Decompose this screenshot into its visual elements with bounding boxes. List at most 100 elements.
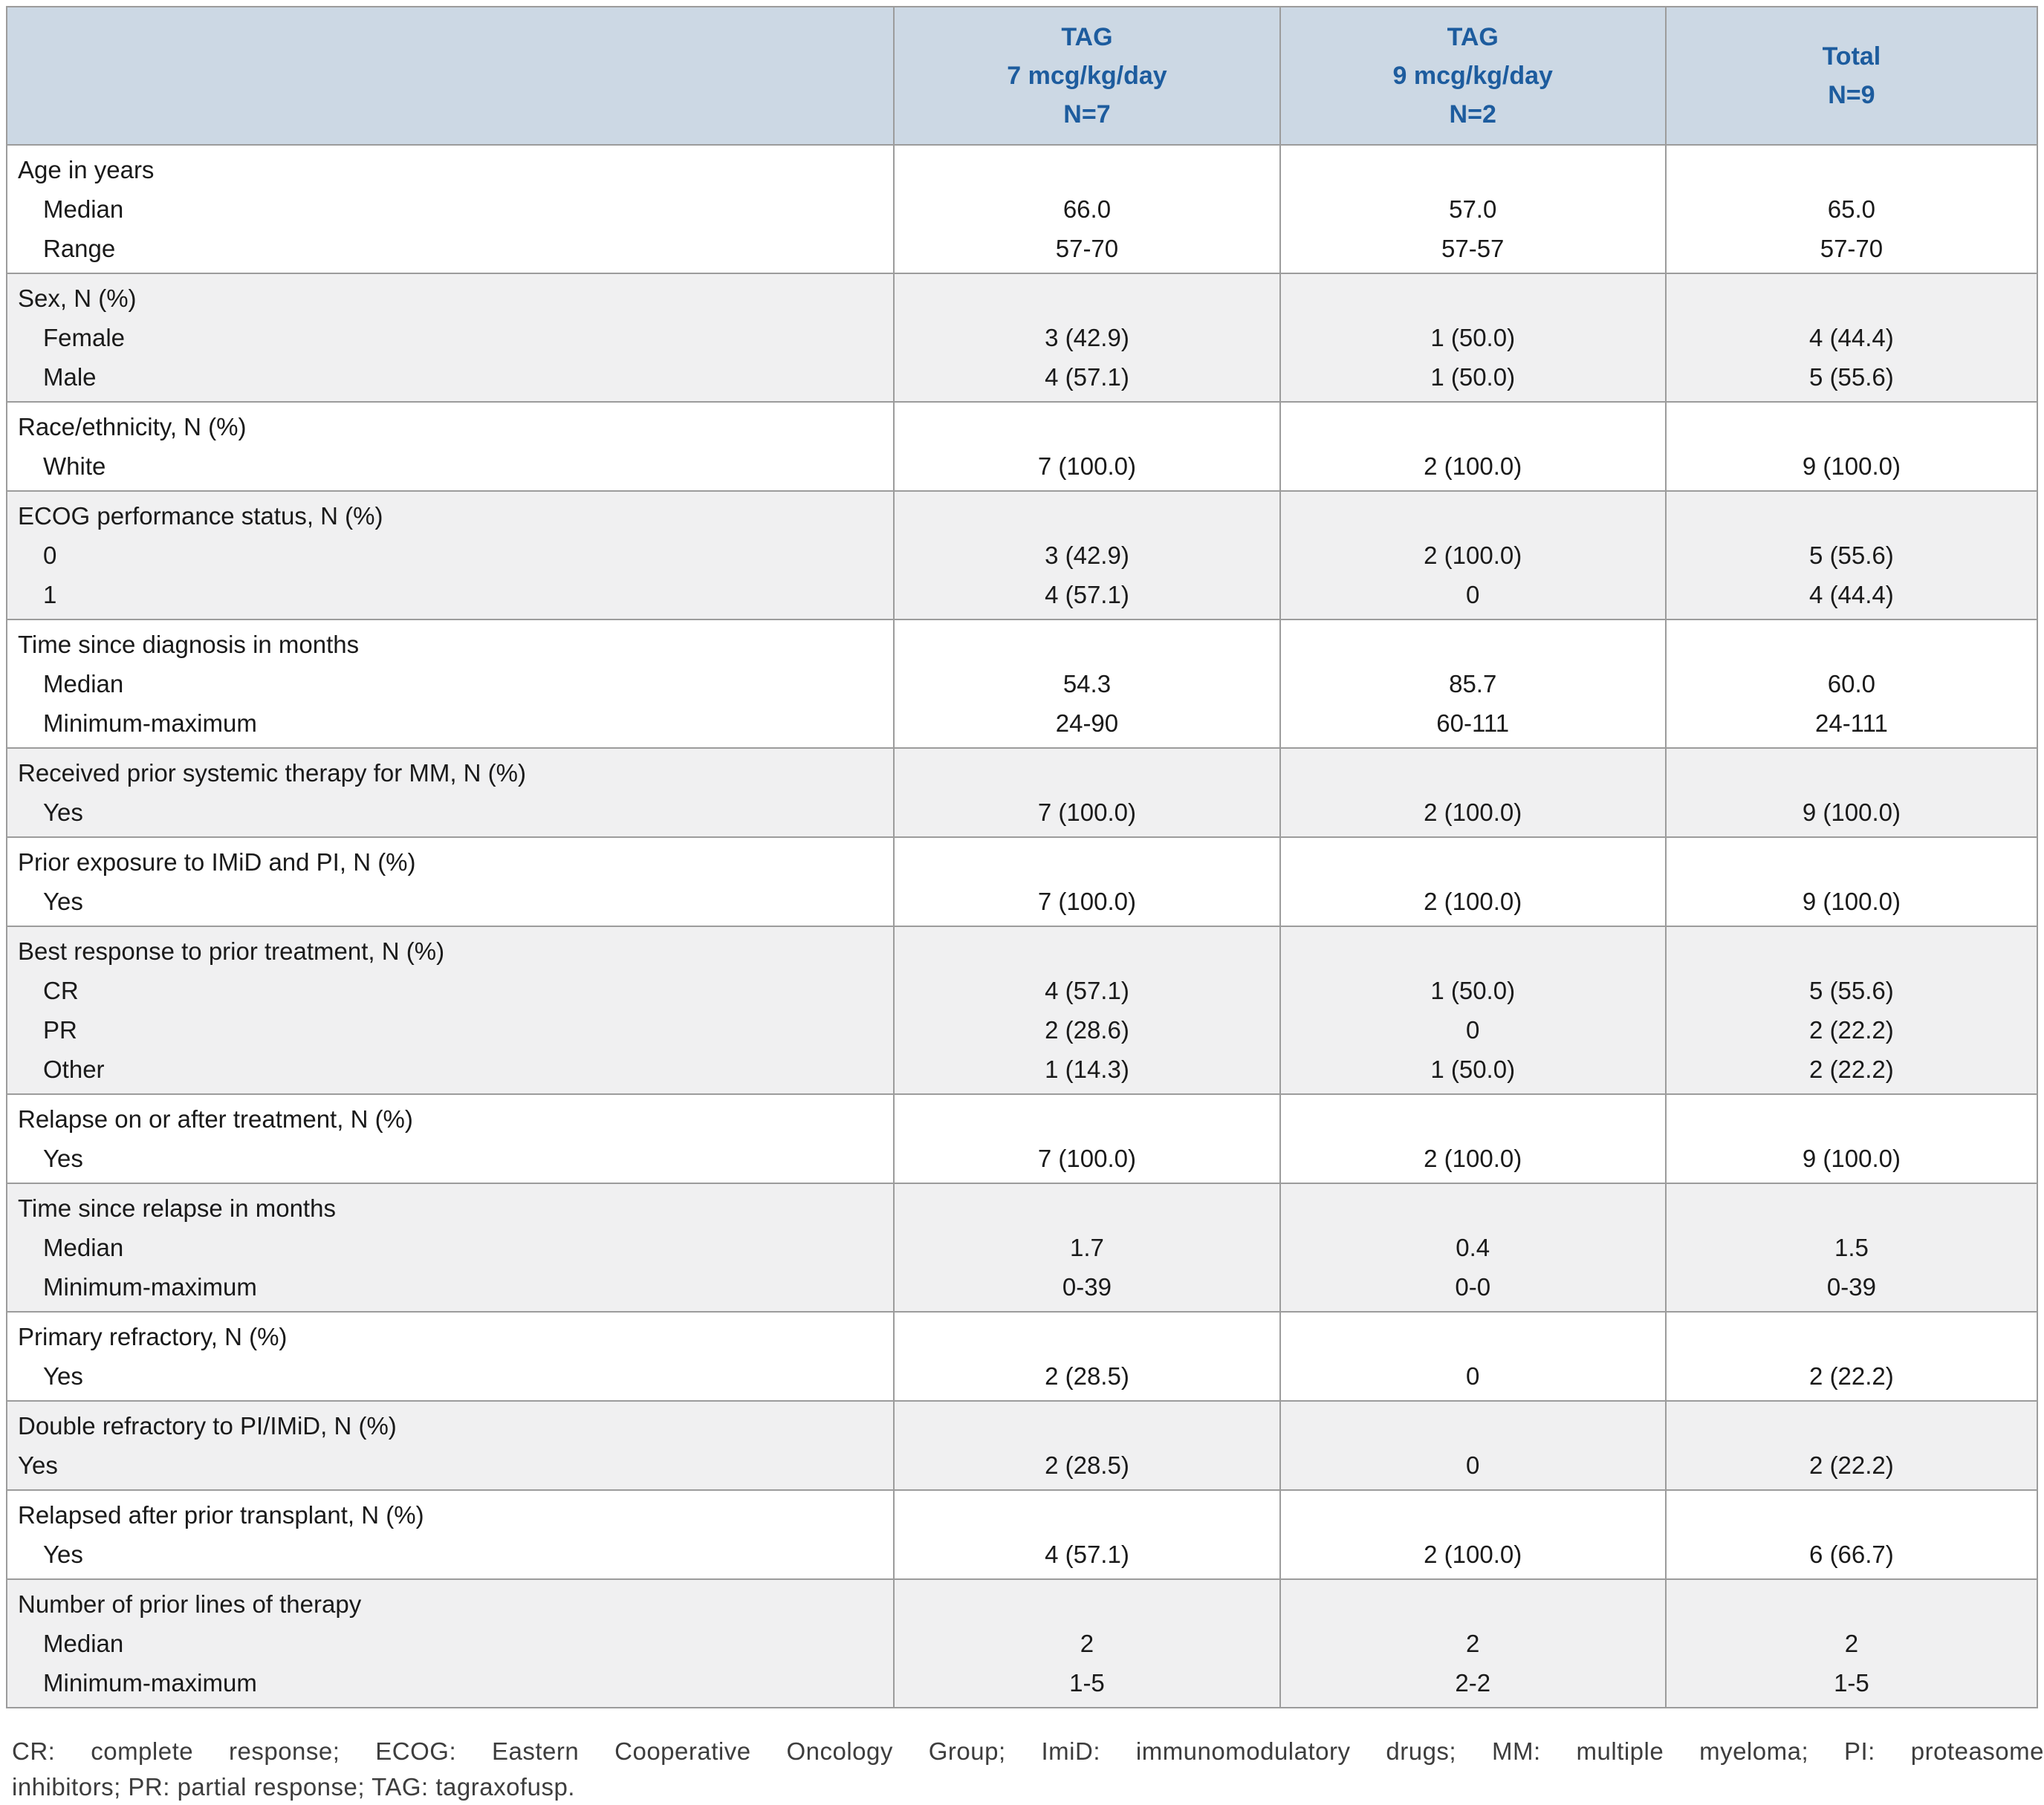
cell-value: 6 (66.7): [1809, 1541, 1894, 1568]
blank-line: [1670, 625, 2034, 664]
blank-line: [898, 1099, 1276, 1139]
section-title: ECOG performance status, N (%): [18, 502, 383, 530]
data-cell: 9 (100.0): [1664, 836, 2039, 927]
cell-value: 0-0: [1455, 1273, 1491, 1301]
section-title: Age in years: [18, 156, 155, 183]
cell-value: 2: [1080, 1630, 1094, 1657]
cell-value: 9 (100.0): [1802, 888, 1901, 915]
table-section-row: Race/ethnicity, N (%) White 7 (100.0) 2 (…: [5, 401, 2039, 492]
blank-line: [1284, 1406, 1662, 1445]
column-header: TAG 7 mcg/kg/day N=7: [893, 6, 1281, 146]
cell-value: 2 (100.0): [1424, 799, 1522, 826]
data-cell: 57.0 57-57: [1279, 144, 1667, 274]
data-cell: 7 (100.0): [893, 1093, 1281, 1184]
cell-value: 60.0: [1827, 670, 1876, 697]
row-label: Median: [43, 1630, 124, 1657]
cell-value: 2 (100.0): [1424, 542, 1522, 569]
column-header-line: 9 mcg/kg/day: [1392, 62, 1553, 90]
section-label-cell: ECOG performance status, N (%) 0 1: [5, 490, 895, 620]
data-cell: 2 (22.2): [1664, 1311, 2039, 1402]
data-cell: 2 (100.0): [1279, 1093, 1667, 1184]
cell-value: 0: [1466, 1362, 1480, 1390]
table-section-row: Received prior systemic therapy for MM, …: [5, 747, 2039, 838]
cell-value: 1 (50.0): [1430, 324, 1516, 351]
footnote-line: CR: complete response; ECOG: Eastern Coo…: [12, 1737, 2044, 1765]
cell-value: 2: [1844, 1630, 1859, 1657]
cell-value: 0-39: [1826, 1273, 1876, 1301]
blank-line: [1670, 407, 2034, 446]
cell-value: 5 (55.6): [1809, 542, 1894, 569]
cell-value: 2 (28.6): [1045, 1016, 1129, 1044]
row-label: Minimum-maximum: [43, 1669, 257, 1697]
blank-line: [898, 407, 1276, 446]
cell-value: 2 (100.0): [1424, 1145, 1522, 1172]
cell-value: 2 (100.0): [1424, 888, 1522, 915]
blank-line: [898, 1495, 1276, 1535]
table-section-row: Age in years Median Range 66.0 57-70 57.0 57…: [5, 144, 2039, 274]
blank-line: [898, 931, 1276, 971]
section-title: Primary refractory, N (%): [18, 1323, 288, 1350]
corner-cell: [5, 6, 895, 146]
data-cell: 2 (100.0): [1279, 747, 1667, 838]
data-cell: 2 (100.0): [1279, 836, 1667, 927]
data-cell: 3 (42.9) 4 (57.1): [893, 273, 1281, 403]
data-cell: 0: [1279, 1311, 1667, 1402]
footnote-line: inhibitors; PR: partial response; TAG: t…: [12, 1773, 575, 1801]
blank-line: [898, 1406, 1276, 1445]
table-section-row: Relapsed after prior transplant, N (%) Ye…: [5, 1489, 2039, 1580]
table-section-row: Sex, N (%) Female Male 3 (42.9) 4 (57.1) 1 …: [5, 273, 2039, 403]
cell-value: 9 (100.0): [1802, 799, 1901, 826]
blank-line: [898, 279, 1276, 318]
column-header-line: TAG: [1061, 23, 1113, 51]
section-label-cell: Time since relapse in months Median Minimu…: [5, 1183, 895, 1313]
column-header-line: N=2: [1449, 100, 1496, 129]
cell-value: 2 (22.2): [1809, 1362, 1894, 1390]
cell-value: 1.5: [1834, 1234, 1869, 1261]
table-section-row: Number of prior lines of therapy Median Mi…: [5, 1578, 2039, 1708]
data-cell: 6 (66.7): [1664, 1489, 2039, 1580]
table-section-row: Relapse on or after treatment, N (%) Yes …: [5, 1093, 2039, 1184]
column-header: Total N=9: [1664, 6, 2039, 146]
section-title: Prior exposure to IMiD and PI, N (%): [18, 848, 416, 876]
table-section-row: ECOG performance status, N (%) 0 1 3 (42.9…: [5, 490, 2039, 620]
blank-line: [1670, 1584, 2034, 1624]
column-header-line: 7 mcg/kg/day: [1007, 62, 1167, 90]
cell-value: 7 (100.0): [1037, 888, 1136, 915]
cell-value: 0.4: [1456, 1234, 1490, 1261]
section-title: Received prior systemic therapy for MM, …: [18, 759, 526, 787]
blank-line: [1670, 1495, 2034, 1535]
cell-value: 1-5: [1834, 1669, 1869, 1697]
section-label-cell: Time since diagnosis in months Median Mini…: [5, 619, 895, 749]
blank-line: [1284, 150, 1662, 189]
data-cell: 9 (100.0): [1664, 401, 2039, 492]
data-cell: 65.0 57-70: [1664, 144, 2039, 274]
row-label: 0: [43, 542, 57, 569]
blank-line: [1284, 1099, 1662, 1139]
data-cell: 7 (100.0): [893, 401, 1281, 492]
data-cell: 0: [1279, 1400, 1667, 1491]
cell-value: 60-111: [1436, 709, 1510, 737]
blank-line: [1670, 1188, 2034, 1228]
cell-value: 2 (100.0): [1424, 452, 1522, 480]
row-label: Minimum-maximum: [43, 709, 257, 737]
row-label: Yes: [43, 888, 83, 915]
blank-line: [1670, 931, 2034, 971]
data-cell: 2 2-2: [1279, 1578, 1667, 1708]
cell-value: 4 (57.1): [1045, 1541, 1129, 1568]
row-label: Yes: [43, 1541, 83, 1568]
cell-value: 2 (22.2): [1809, 1056, 1894, 1083]
blank-line: [1284, 753, 1662, 793]
blank-line: [1284, 407, 1662, 446]
column-header-line: TAG: [1447, 23, 1499, 51]
row-label: 1: [43, 581, 57, 608]
baseline-characteristics-table: TAG 7 mcg/kg/day N=7 TAG 9 mcg/kg/day N=2 Tota…: [5, 6, 2039, 1708]
blank-line: [1284, 1495, 1662, 1535]
row-label: Other: [43, 1056, 105, 1083]
row-label: Median: [43, 1234, 124, 1261]
row-label: Minimum-maximum: [43, 1273, 257, 1301]
cell-value: 2 (22.2): [1809, 1016, 1894, 1044]
row-label: Yes: [43, 1145, 83, 1172]
cell-value: 3 (42.9): [1045, 542, 1129, 569]
table-section-row: Prior exposure to IMiD and PI, N (%) Yes …: [5, 836, 2039, 927]
